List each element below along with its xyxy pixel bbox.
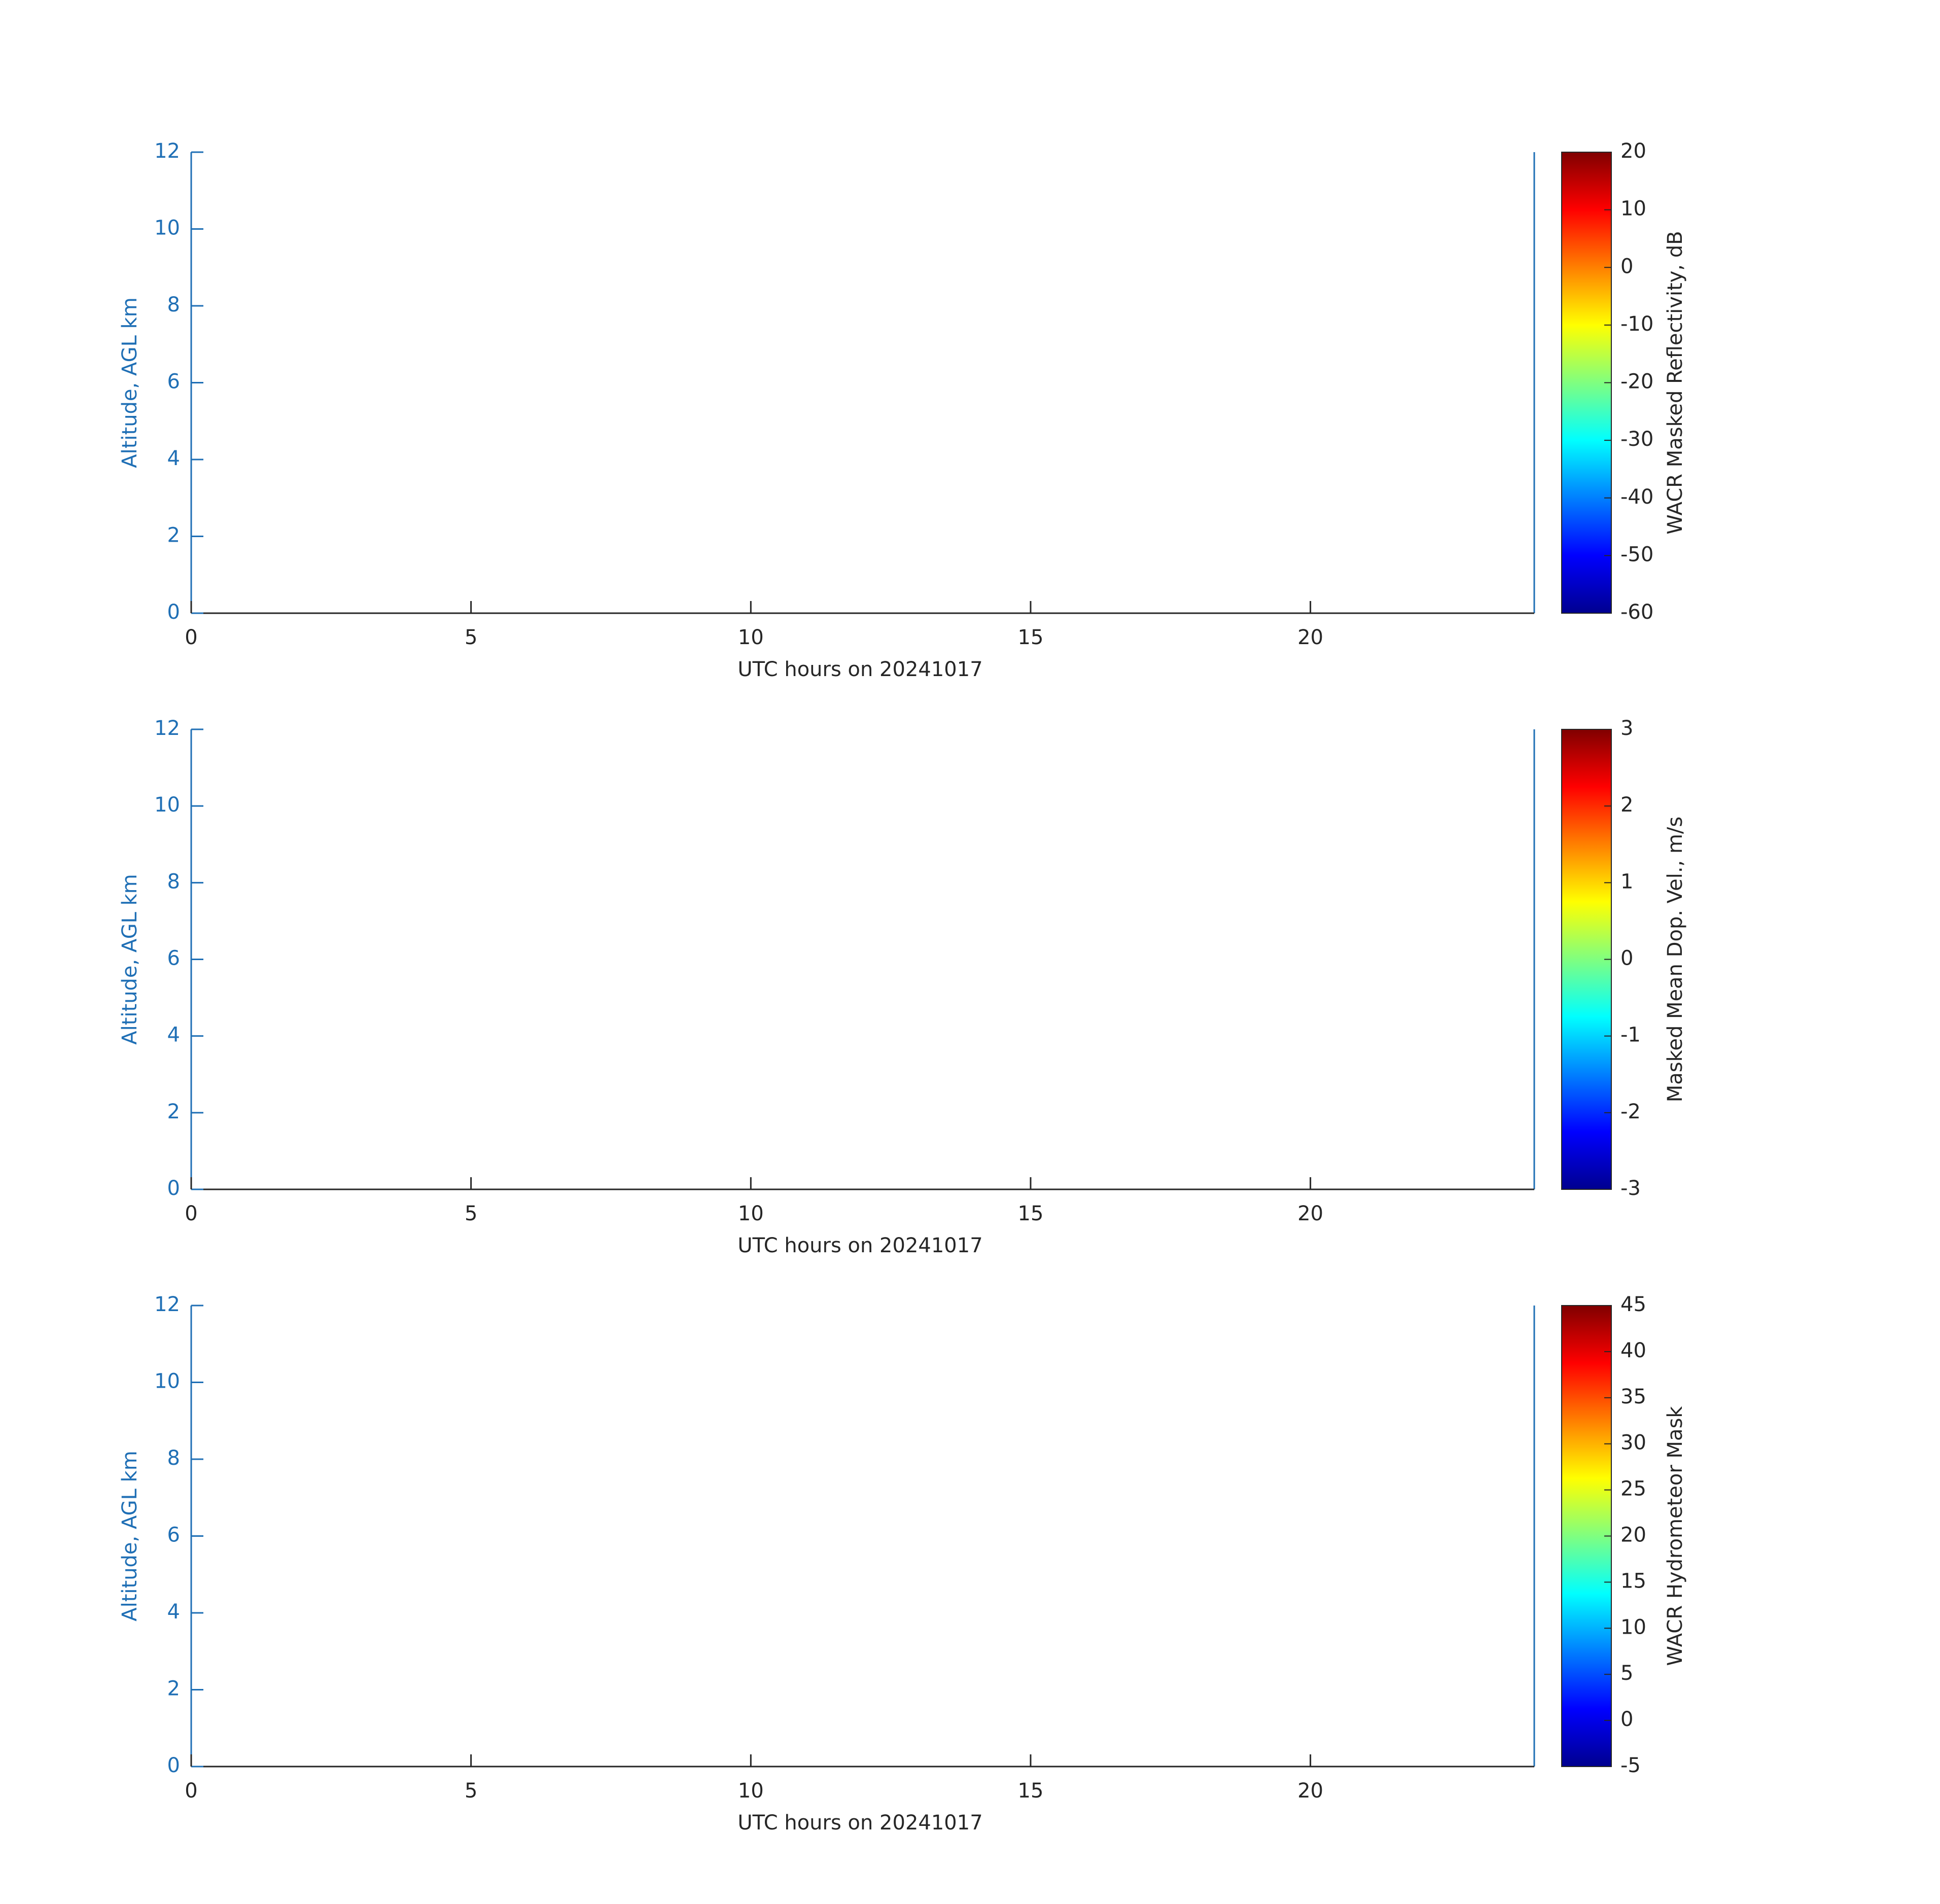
colorbar-tick-label: 10 bbox=[1620, 197, 1646, 221]
colorbar-tick-label: 0 bbox=[1620, 255, 1633, 278]
colorbar-tick-label: 0 bbox=[1620, 1708, 1633, 1731]
colorbar bbox=[1561, 729, 1612, 1190]
y-tick-label: 8 bbox=[167, 1447, 180, 1470]
y-axis-label: Altitude, AGL km bbox=[118, 874, 142, 1045]
colorbar bbox=[1561, 152, 1612, 614]
colorbar-label: WACR Hydrometeor Mask bbox=[1664, 1406, 1687, 1666]
colorbar-tick-label: 30 bbox=[1620, 1431, 1646, 1455]
colorbar-tick-label: 20 bbox=[1620, 139, 1646, 163]
x-tick-label: 10 bbox=[738, 626, 764, 649]
y-tick-label: 6 bbox=[167, 947, 180, 970]
colorbar-tick-label: 15 bbox=[1620, 1569, 1646, 1593]
colorbar-label: Masked Mean Dop. Vel., m/s bbox=[1664, 817, 1687, 1103]
y-tick-label: 4 bbox=[167, 447, 180, 470]
y-tick-label: 2 bbox=[167, 1100, 180, 1123]
x-tick-label: 0 bbox=[185, 1779, 197, 1803]
y-tick-label: 0 bbox=[167, 1177, 180, 1200]
x-tick-label: 0 bbox=[185, 626, 197, 649]
x-tick-label: 20 bbox=[1297, 626, 1323, 649]
x-tick-label: 10 bbox=[738, 1779, 764, 1803]
x-tick-label: 20 bbox=[1297, 1779, 1323, 1803]
y-tick-label: 0 bbox=[167, 601, 180, 624]
colorbar-tick-label: -1 bbox=[1620, 1024, 1641, 1047]
plot-area bbox=[191, 729, 1534, 1189]
colorbar-tick-label: 5 bbox=[1620, 1662, 1633, 1685]
y-tick-label: 0 bbox=[167, 1754, 180, 1777]
colorbar-tick-label: -10 bbox=[1620, 312, 1653, 336]
colorbar-tick-label: -3 bbox=[1620, 1177, 1641, 1200]
x-tick-label: 15 bbox=[1018, 1779, 1044, 1803]
x-tick-label: 15 bbox=[1018, 1202, 1044, 1225]
y-tick-label: 10 bbox=[154, 217, 180, 240]
y-axis-label: Altitude, AGL km bbox=[118, 1451, 142, 1621]
y-tick-label: 4 bbox=[167, 1024, 180, 1047]
plot-area bbox=[191, 152, 1534, 613]
colorbar-tick-label: 20 bbox=[1620, 1524, 1646, 1547]
plot-area bbox=[191, 1306, 1534, 1767]
y-tick-label: 8 bbox=[167, 870, 180, 893]
colorbar-tick-label: 10 bbox=[1620, 1615, 1646, 1639]
x-axis-label: UTC hours on 20241017 bbox=[737, 1811, 982, 1835]
y-tick-label: 10 bbox=[154, 1370, 180, 1393]
x-tick-label: 5 bbox=[465, 626, 477, 649]
x-tick-label: 5 bbox=[465, 1779, 477, 1803]
y-tick-label: 10 bbox=[154, 793, 180, 817]
y-tick-label: 12 bbox=[154, 717, 180, 740]
colorbar bbox=[1561, 1305, 1612, 1767]
y-tick-label: 12 bbox=[154, 1293, 180, 1316]
colorbar-tick-label: -30 bbox=[1620, 428, 1653, 451]
colorbar-tick-label: 2 bbox=[1620, 793, 1633, 817]
y-tick-label: 2 bbox=[167, 524, 180, 547]
colorbar-tick-label: -50 bbox=[1620, 543, 1653, 566]
colorbar-tick-label: 25 bbox=[1620, 1477, 1646, 1501]
x-tick-label: 5 bbox=[465, 1202, 477, 1225]
colorbar-tick-label: -5 bbox=[1620, 1754, 1641, 1777]
colorbar-tick-label: -2 bbox=[1620, 1100, 1641, 1123]
x-tick-label: 10 bbox=[738, 1202, 764, 1225]
y-axis-label: Altitude, AGL km bbox=[118, 297, 142, 468]
y-tick-label: 2 bbox=[167, 1677, 180, 1701]
y-tick-label: 6 bbox=[167, 370, 180, 394]
y-tick-label: 8 bbox=[167, 293, 180, 316]
colorbar-tick-label: -20 bbox=[1620, 370, 1653, 394]
y-tick-label: 4 bbox=[167, 1600, 180, 1624]
x-tick-label: 15 bbox=[1018, 626, 1044, 649]
colorbar-tick-label: 3 bbox=[1620, 717, 1633, 740]
x-tick-label: 20 bbox=[1297, 1202, 1323, 1225]
x-tick-label: 0 bbox=[185, 1202, 197, 1225]
colorbar-tick-label: -60 bbox=[1620, 601, 1653, 624]
colorbar-tick-label: 45 bbox=[1620, 1293, 1646, 1316]
colorbar-tick-label: 1 bbox=[1620, 870, 1633, 893]
x-axis-label: UTC hours on 20241017 bbox=[737, 1234, 982, 1257]
y-tick-label: 6 bbox=[167, 1524, 180, 1547]
colorbar-tick-label: 40 bbox=[1620, 1339, 1646, 1362]
y-tick-label: 12 bbox=[154, 139, 180, 163]
colorbar-tick-label: -40 bbox=[1620, 485, 1653, 509]
x-axis-label: UTC hours on 20241017 bbox=[737, 658, 982, 681]
colorbar-tick-label: 35 bbox=[1620, 1385, 1646, 1408]
colorbar-tick-label: 0 bbox=[1620, 947, 1633, 970]
colorbar-label: WACR Masked Reflectivity, dB bbox=[1664, 231, 1687, 534]
